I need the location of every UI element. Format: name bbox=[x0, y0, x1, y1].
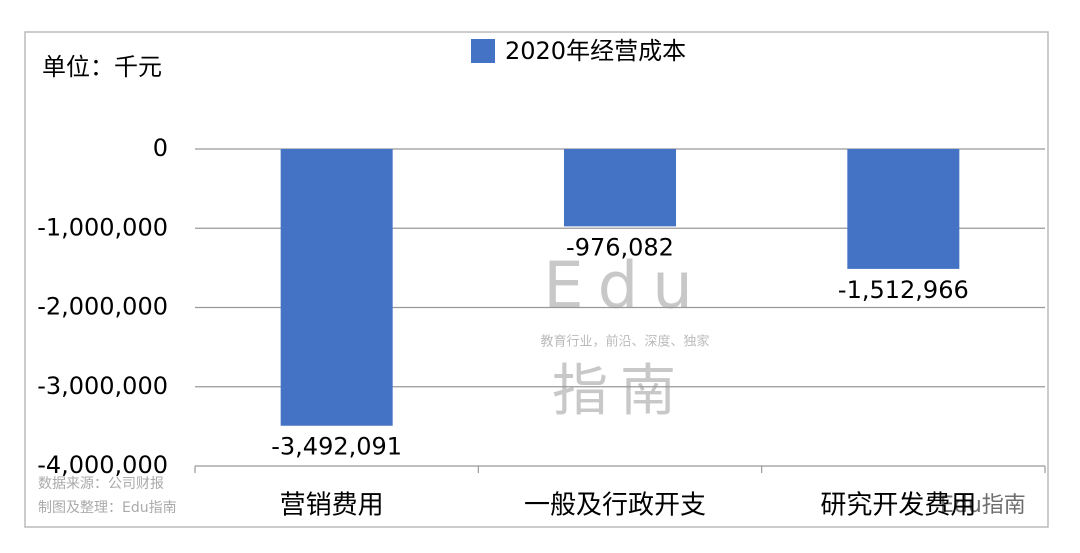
watermark: 教育行业，前沿、深度、独家 bbox=[540, 334, 709, 350]
legend-label: 2020年经营成本 bbox=[505, 37, 686, 65]
bar bbox=[847, 149, 960, 269]
source-note: 数据来源：公司财报 bbox=[38, 476, 164, 492]
y-tick-label: -1,000,000 bbox=[37, 213, 168, 241]
bar bbox=[564, 149, 676, 227]
chart-frame bbox=[24, 31, 1049, 528]
bar bbox=[280, 149, 393, 426]
y-tick-label: -3,000,000 bbox=[37, 372, 168, 400]
y-tick-label: 0 bbox=[153, 134, 168, 162]
x-tick-label: 研究开发费用 bbox=[820, 491, 976, 521]
source-note: 制图及整理：Edu指南 bbox=[38, 500, 177, 516]
data-label: -1,512,966 bbox=[838, 276, 969, 304]
x-tick-label: 营销费用 bbox=[280, 491, 384, 521]
x-tick-label: 一般及行政开支 bbox=[524, 491, 706, 521]
watermark: Edu指南 bbox=[940, 493, 1026, 518]
data-label: -3,492,091 bbox=[271, 433, 402, 461]
unit-label: 单位：千元 bbox=[42, 53, 162, 81]
watermark: Edu bbox=[543, 250, 707, 324]
y-tick-label: -4,000,000 bbox=[37, 451, 168, 479]
watermark: 指南 bbox=[552, 359, 688, 424]
legend-swatch bbox=[471, 39, 495, 63]
data-label: -976,082 bbox=[566, 233, 674, 261]
y-tick-label: -2,000,000 bbox=[37, 293, 168, 321]
